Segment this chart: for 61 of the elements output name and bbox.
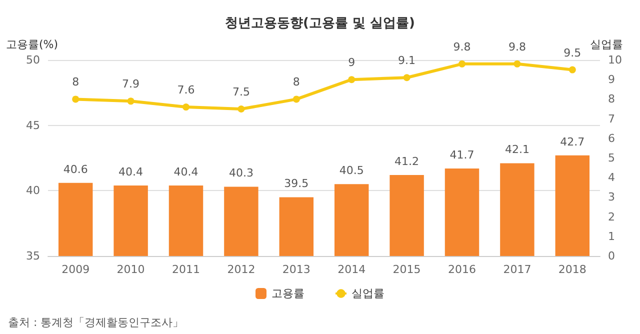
y2-tick-label: 7 (608, 112, 615, 126)
data-label: 42.1 (504, 143, 530, 156)
point (127, 98, 134, 105)
data-label: 40.5 (339, 164, 364, 178)
point (348, 76, 356, 84)
point (292, 96, 300, 103)
x-tick-label: 2015 (392, 263, 421, 276)
chart-title: 청년고용동향(고용률 및 실업률) (225, 16, 415, 31)
x-tick-label: 2012 (227, 263, 256, 276)
data-label: 7.6 (177, 84, 195, 97)
y2-tick-label: 4 (608, 171, 615, 184)
y2-tick-label: 5 (608, 152, 615, 164)
point (403, 74, 410, 82)
x-tick-label: 2011 (172, 263, 200, 276)
x-tick-label: 2010 (116, 263, 145, 276)
data-label: 39.5 (284, 177, 309, 190)
data-label: 40.6 (63, 162, 88, 176)
data-label: 8 (292, 76, 300, 89)
y2-tick-label: 1 (608, 230, 615, 243)
data-label: 41.2 (394, 154, 420, 168)
data-label: 7.5 (232, 86, 250, 98)
y-tick-label: 45 (26, 118, 40, 132)
x-tick-label: 2014 (338, 263, 366, 276)
point (568, 66, 576, 74)
y-tick-label: 35 (26, 250, 40, 262)
data-label: 40.3 (228, 166, 254, 180)
y2-tick-label: 8 (608, 92, 615, 106)
point (514, 60, 521, 68)
data-label: 9.5 (564, 46, 582, 60)
x-tick-label: 2016 (448, 263, 476, 276)
y2-tick-label: 10 (608, 54, 622, 66)
x-tick-label: 2013 (282, 263, 310, 276)
x-tick-label: 2009 (62, 263, 90, 276)
y2-tick-label: 3 (608, 190, 615, 204)
data-label: 9.1 (398, 54, 416, 68)
point (72, 96, 80, 103)
point (182, 104, 190, 111)
data-label: 42.7 (560, 135, 585, 148)
data-label: 8 (72, 76, 80, 89)
legend-label: 고용률 (272, 287, 304, 300)
point (238, 106, 245, 112)
legend-label: 실업률 (352, 287, 384, 300)
point (458, 60, 466, 68)
y-tick-label: 40 (26, 184, 40, 198)
y2-tick-label: 2 (608, 210, 615, 224)
y2-axis-title: 실업률 (590, 38, 623, 51)
y2-tick-label: 9 (608, 73, 615, 86)
source-note: 출처 : 통계청「경제활동인구조사」 (8, 316, 184, 329)
y2-tick-label: 0 (608, 250, 615, 262)
data-label: 40.4 (118, 165, 144, 178)
x-tick-label: 2018 (558, 263, 586, 276)
data-label: 9.8 (508, 40, 526, 54)
data-label: 41.7 (450, 148, 474, 162)
x-tick-label: 2017 (503, 263, 532, 276)
data-label: 9.8 (453, 40, 471, 54)
data-label: 7.9 (122, 78, 140, 91)
y-axis-title: 고용률(%) (6, 38, 58, 51)
data-label: 40.4 (174, 165, 198, 178)
data-label: 9 (348, 56, 356, 70)
y-tick-label: 50 (26, 54, 40, 66)
y2-tick-label: 6 (608, 132, 615, 145)
